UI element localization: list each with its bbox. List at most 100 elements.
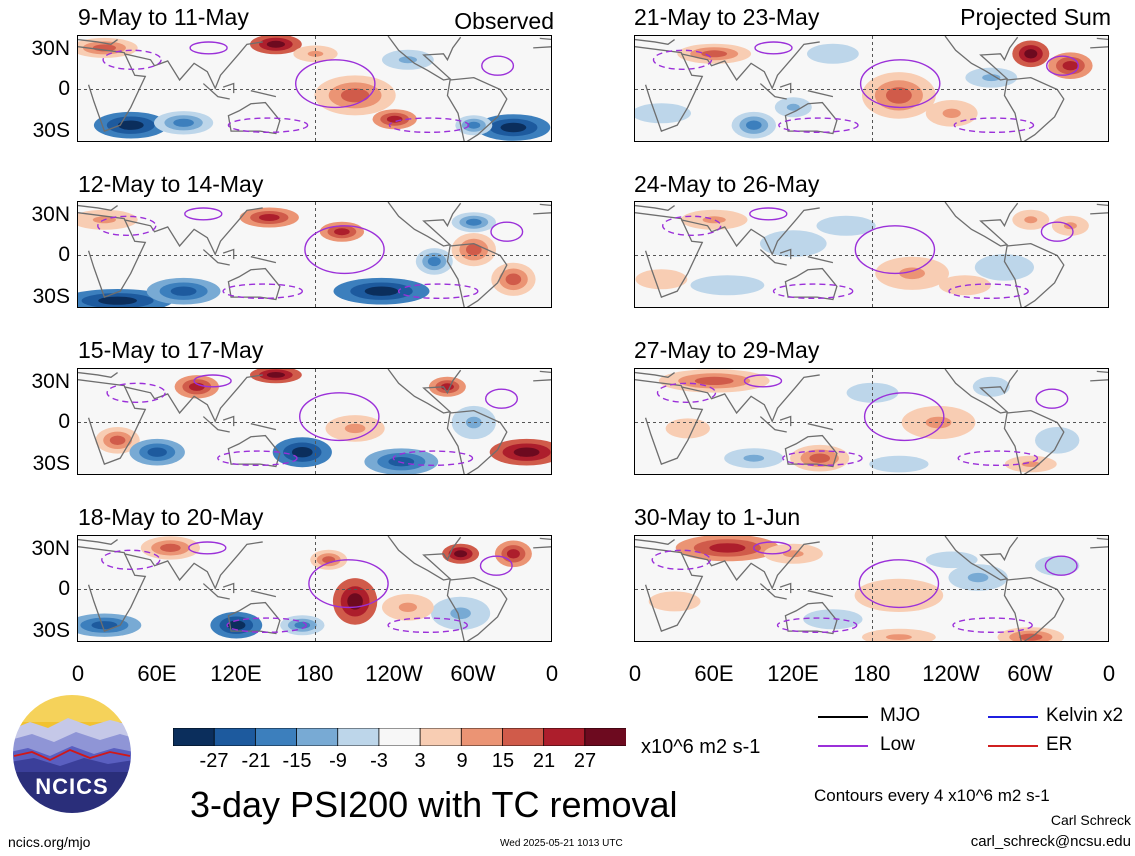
anomaly-shading xyxy=(454,550,468,558)
anomaly-shading xyxy=(925,416,952,429)
x-tick-label: 0 xyxy=(545,661,559,686)
colorbar-swatch xyxy=(419,727,463,747)
low-contour xyxy=(184,207,223,221)
y-tick-label: 30S xyxy=(32,285,70,308)
panel-title-r2: 27-May to 29-May xyxy=(634,337,820,363)
map-panel-l2 xyxy=(77,368,552,475)
anomaly-shading xyxy=(292,447,313,458)
low-contour xyxy=(858,559,940,609)
coastline xyxy=(387,369,462,414)
anomaly-shading xyxy=(1024,49,1038,59)
low-contour xyxy=(227,117,309,133)
low-contour xyxy=(652,49,713,70)
legend-label-low: Low xyxy=(880,734,915,755)
site-link[interactable]: ncics.org/mjo xyxy=(8,834,91,850)
anomaly-shading xyxy=(694,376,734,385)
x-tick-label: 60E xyxy=(137,661,177,686)
y-tick-label: 30N xyxy=(31,537,70,560)
y-tick-label: 0 xyxy=(58,577,70,600)
low-contour xyxy=(485,388,519,409)
map-svg xyxy=(78,536,551,641)
colorbar-swatch xyxy=(254,727,298,747)
low-contour xyxy=(102,49,162,70)
anomaly-shading xyxy=(109,435,126,445)
map-panel-r3 xyxy=(634,535,1109,642)
logo-text: NCICS xyxy=(35,774,109,799)
coastline xyxy=(78,203,551,212)
coastline xyxy=(78,37,551,46)
coastline xyxy=(1003,242,1065,307)
coastline xyxy=(681,41,820,90)
contour-note: Contours every 4 x10^6 m2 s-1 xyxy=(814,786,1050,805)
x-tick-label: 60E xyxy=(694,661,734,686)
anomaly-shading xyxy=(147,447,167,457)
anomaly-shading xyxy=(899,267,925,280)
x-tick-label: 180 xyxy=(296,661,334,686)
low-contour xyxy=(97,215,157,236)
author: Carl Schreck xyxy=(1050,812,1131,828)
colorbar-swatch xyxy=(543,727,586,747)
y-tick-label: 30N xyxy=(31,37,70,60)
ncics-logo: NCICS xyxy=(10,692,134,816)
coastline xyxy=(1003,576,1065,641)
map-panel-r0 xyxy=(634,35,1109,142)
low-contour xyxy=(754,41,793,55)
low-contour xyxy=(662,215,722,236)
anomaly-shading xyxy=(665,597,684,605)
colorbar-label: -15 xyxy=(282,750,312,772)
panel-title-l2: 15-May to 17-May xyxy=(78,337,264,363)
anomaly-shading xyxy=(427,256,441,267)
y-tick-label: 0 xyxy=(58,410,70,433)
anomaly-shading xyxy=(173,118,194,127)
colorbar-swatch xyxy=(378,727,421,747)
panel-title-l0: 9-May to 11-May xyxy=(78,4,249,30)
map-panel-r2 xyxy=(634,368,1109,475)
coastline xyxy=(944,36,1019,81)
coastline xyxy=(681,541,820,590)
x-tick-label: 0 xyxy=(628,661,642,686)
x-tick-label: 120E xyxy=(767,661,819,686)
anomaly-shading xyxy=(1062,61,1079,71)
x-tick-label: 120W xyxy=(922,661,980,686)
low-contour xyxy=(387,617,469,633)
y-tick-label: 30N xyxy=(31,203,70,226)
anomaly-shading xyxy=(505,273,522,286)
legend-line-kelvin xyxy=(988,716,1038,718)
coastline xyxy=(446,409,508,474)
anomaly-shading xyxy=(823,50,842,58)
coastline xyxy=(78,46,551,132)
coastline xyxy=(227,434,281,468)
coastline xyxy=(202,582,277,600)
coastline xyxy=(227,601,281,635)
colorbar-label: 9 xyxy=(456,750,468,772)
y-tick-label: 30S xyxy=(32,619,70,642)
anomaly-shading xyxy=(506,549,520,559)
low-contour xyxy=(854,225,936,275)
anomaly-shading xyxy=(307,50,324,57)
anomaly-shading xyxy=(266,40,285,48)
coastline xyxy=(759,82,834,100)
timestamp: Wed 2025-05-21 1013 UTC xyxy=(500,838,623,849)
panel-title-r0: 21-May to 23-May xyxy=(634,4,820,30)
x-tick-label: 120E xyxy=(210,661,262,686)
coastline xyxy=(759,582,834,600)
low-contour xyxy=(392,450,474,466)
anomaly-shading xyxy=(334,228,350,236)
coastline xyxy=(681,207,820,256)
anomaly-shading xyxy=(942,108,961,119)
anomaly-shading xyxy=(364,286,399,296)
email-link[interactable]: carl_schreck@ncsu.edu xyxy=(970,833,1131,850)
coastline xyxy=(387,36,462,81)
anomaly-shading xyxy=(786,103,800,111)
anomaly-shading xyxy=(746,120,762,130)
coastline xyxy=(1003,76,1065,141)
coastline xyxy=(681,374,820,423)
map-panel-r1 xyxy=(634,201,1109,308)
chart-title: 3-day PSI200 with TC removal xyxy=(190,784,678,825)
anomaly-shading xyxy=(294,621,311,629)
anomaly-shading xyxy=(347,593,363,610)
anomaly-shading xyxy=(227,620,246,630)
anomaly-shading xyxy=(809,453,830,463)
low-contour xyxy=(222,283,304,299)
anomaly-shading xyxy=(450,607,471,620)
